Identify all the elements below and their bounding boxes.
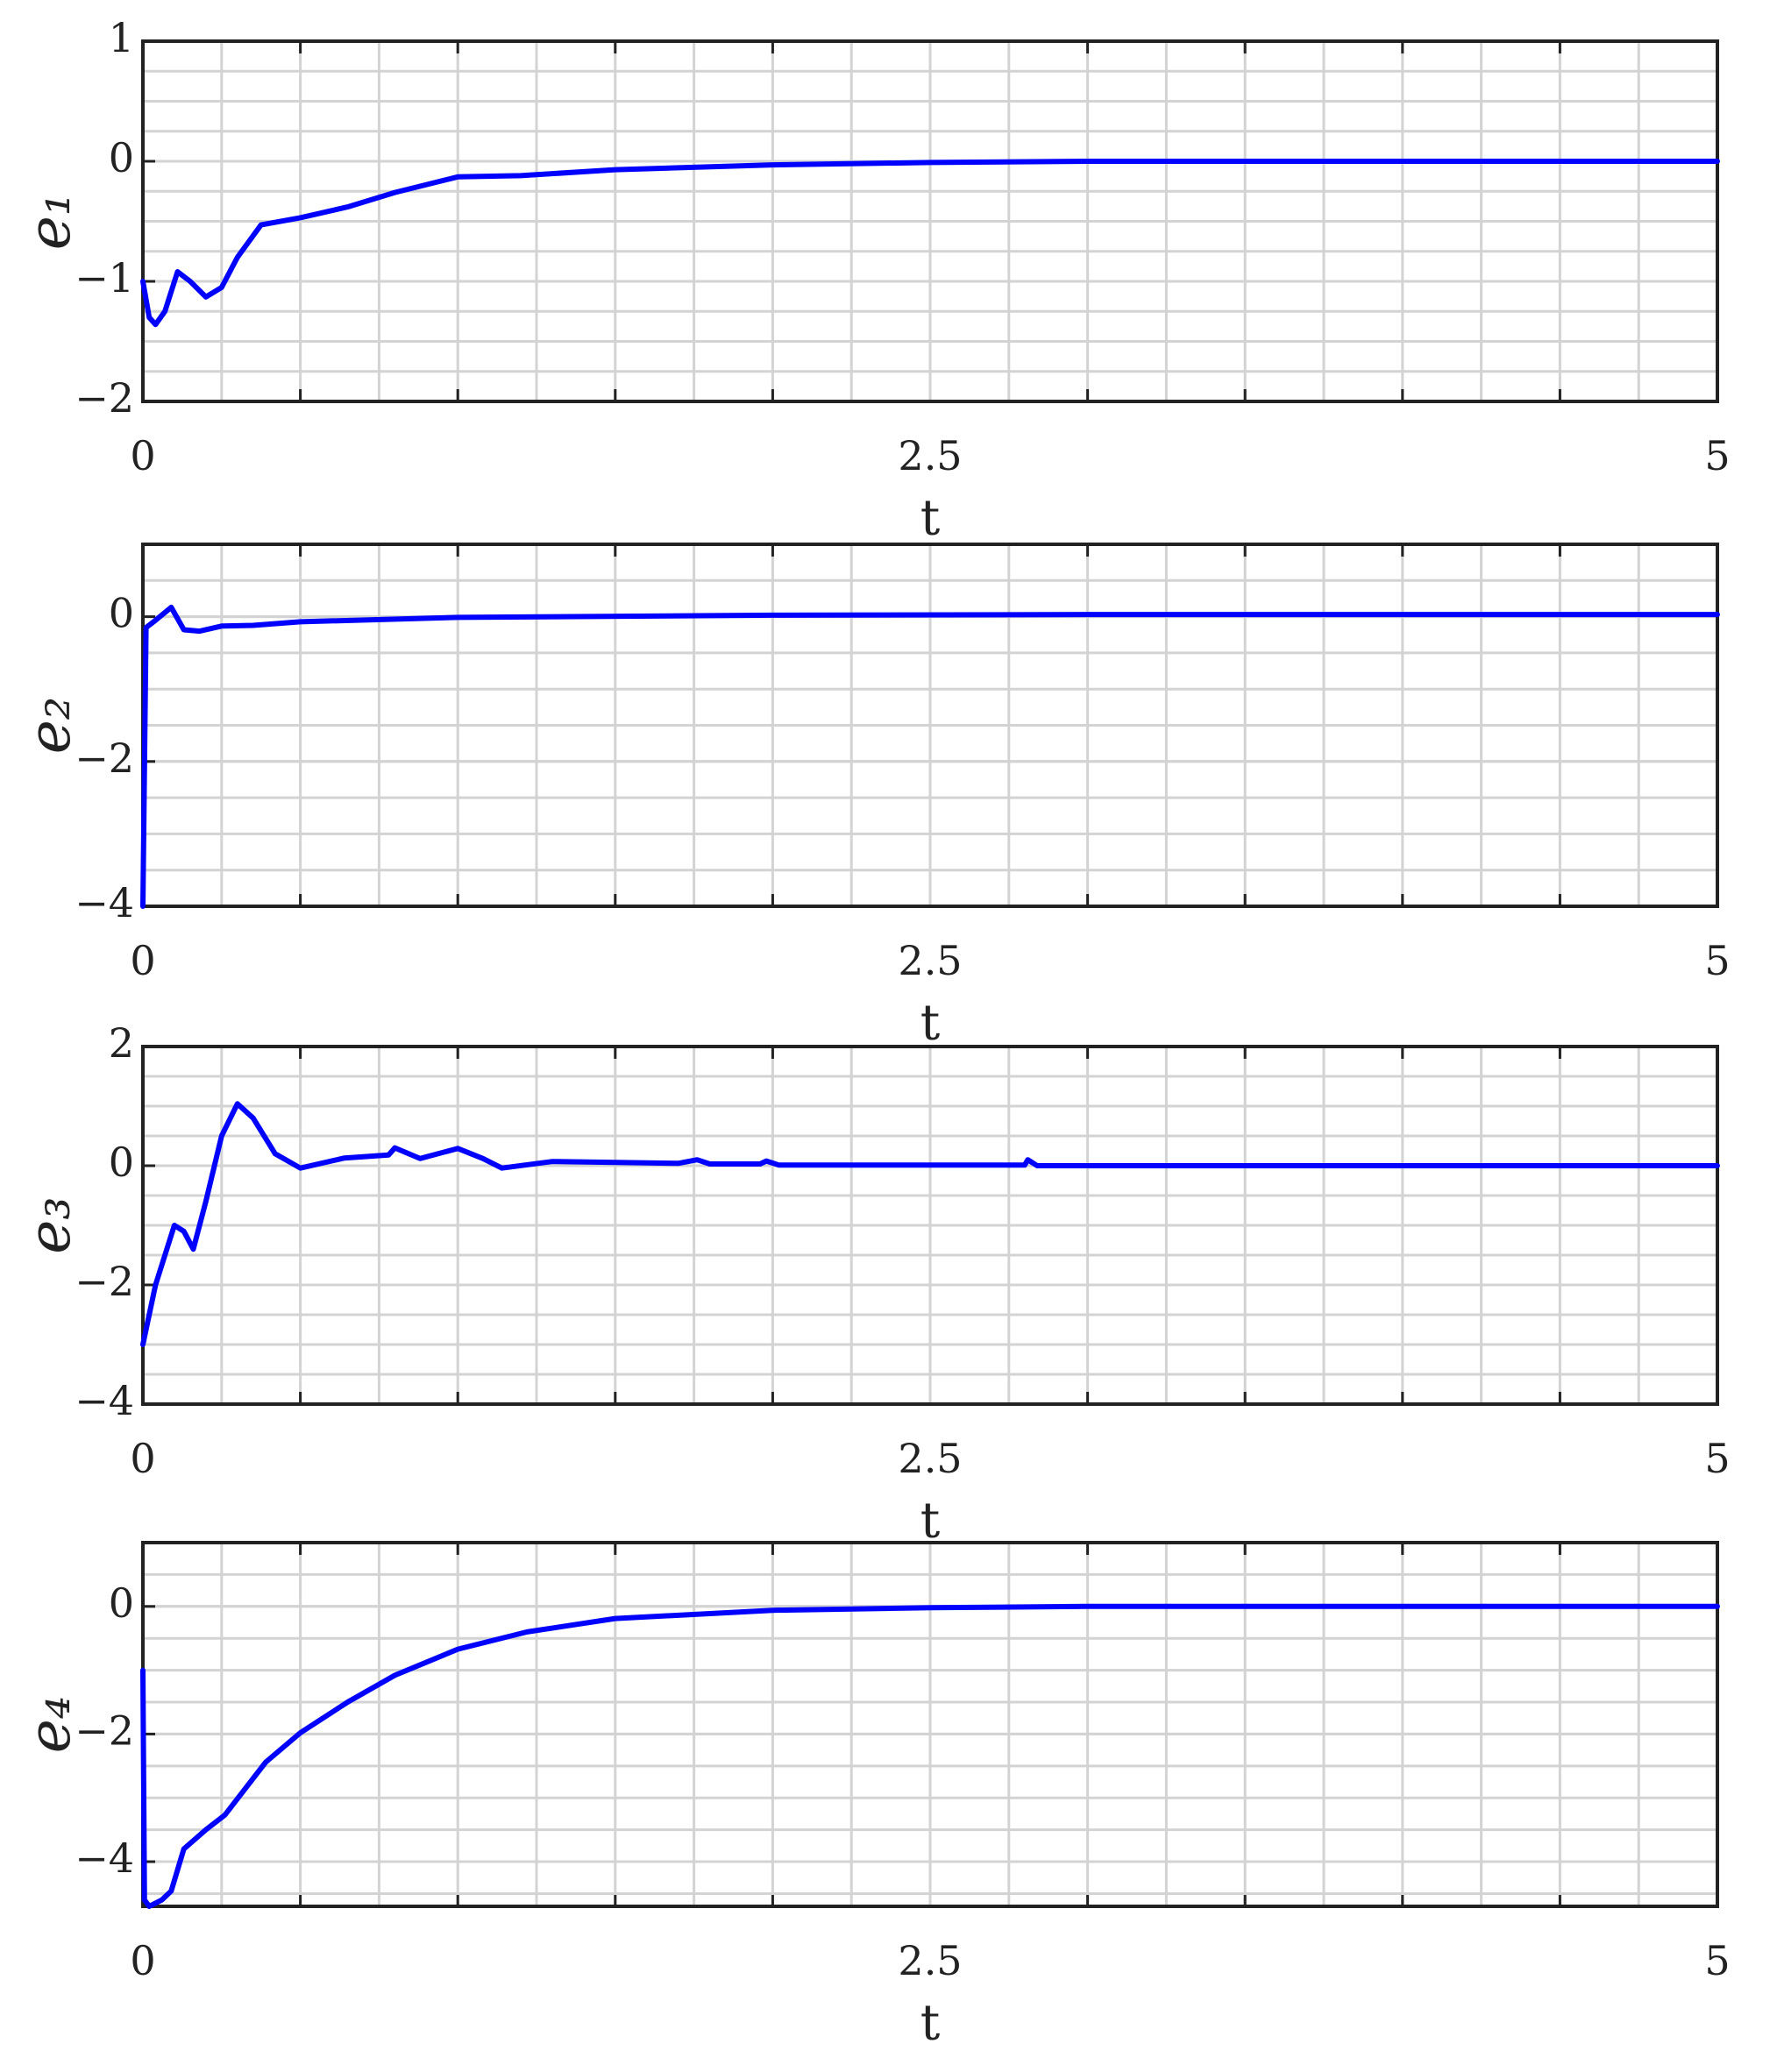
y-tick-label: 0 — [109, 590, 134, 637]
data-line — [140, 1603, 1720, 1909]
plot-frame — [141, 1045, 1719, 1406]
x-tick-label: 0 — [130, 432, 155, 479]
x-tick-label: 2.5 — [898, 1937, 962, 1984]
y-tick-label: −2 — [75, 1707, 134, 1754]
x-tick-label: 2.5 — [898, 432, 962, 479]
y-axis-label: e₁ — [16, 193, 83, 251]
x-tick-label: 0 — [130, 1937, 155, 1984]
x-axis-label: t — [921, 490, 941, 547]
y-tick-label: 0 — [109, 1139, 134, 1186]
data-line — [140, 159, 1720, 328]
y-tick-label: 0 — [109, 134, 134, 181]
data-line — [140, 604, 1720, 909]
y-tick-label: −4 — [75, 1834, 134, 1882]
x-tick-label: 2.5 — [898, 1435, 962, 1482]
x-tick-label: 0 — [130, 937, 155, 984]
y-tick-label: −2 — [75, 1258, 134, 1305]
y-axis-label: e₄ — [16, 1696, 83, 1754]
y-tick-label: −2 — [75, 734, 134, 782]
x-axis-label: t — [921, 995, 941, 1052]
y-tick-label: 0 — [109, 1579, 134, 1627]
data-line — [140, 1101, 1720, 1347]
x-tick-label: 0 — [130, 1435, 155, 1482]
x-tick-label: 5 — [1704, 937, 1730, 984]
x-axis-label: t — [921, 1995, 941, 2052]
x-axis-label: t — [921, 1493, 941, 1550]
y-tick-label: −2 — [75, 374, 134, 422]
x-tick-label: 5 — [1704, 1435, 1730, 1482]
x-tick-label: 2.5 — [898, 937, 962, 984]
y-tick-label: −1 — [75, 254, 134, 302]
y-tick-label: −4 — [75, 879, 134, 926]
y-tick-label: −4 — [75, 1377, 134, 1424]
plot-frame — [141, 39, 1719, 403]
x-tick-label: 5 — [1704, 1937, 1730, 1984]
y-tick-label: 1 — [109, 14, 134, 61]
y-axis-label: e₂ — [16, 697, 83, 755]
y-axis-label: e₃ — [16, 1196, 83, 1254]
y-tick-label: 2 — [109, 1019, 134, 1067]
x-tick-label: 5 — [1704, 432, 1730, 479]
